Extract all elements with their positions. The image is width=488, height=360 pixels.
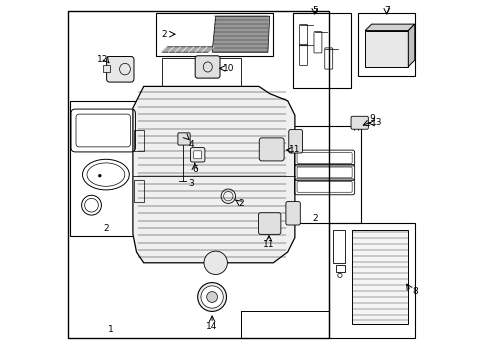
Text: 3: 3 xyxy=(188,179,194,188)
Text: 6: 6 xyxy=(192,165,197,174)
Polygon shape xyxy=(365,24,414,31)
FancyBboxPatch shape xyxy=(193,151,201,159)
FancyBboxPatch shape xyxy=(258,213,280,234)
Text: 1: 1 xyxy=(108,325,114,334)
FancyBboxPatch shape xyxy=(195,56,220,78)
FancyBboxPatch shape xyxy=(259,138,284,161)
Polygon shape xyxy=(162,47,213,52)
Polygon shape xyxy=(407,24,414,67)
Text: 14: 14 xyxy=(206,322,217,331)
Polygon shape xyxy=(365,31,407,67)
Text: 11: 11 xyxy=(263,240,274,249)
Ellipse shape xyxy=(203,251,227,275)
Polygon shape xyxy=(212,16,269,52)
FancyBboxPatch shape xyxy=(350,116,367,129)
Text: 7: 7 xyxy=(383,6,389,15)
Text: 9: 9 xyxy=(368,114,374,122)
FancyBboxPatch shape xyxy=(285,202,300,225)
Text: 2: 2 xyxy=(161,30,166,39)
Ellipse shape xyxy=(201,286,223,308)
FancyBboxPatch shape xyxy=(178,133,190,145)
Text: 2: 2 xyxy=(311,215,317,223)
Text: 8: 8 xyxy=(411,287,417,296)
Text: 4: 4 xyxy=(188,140,194,149)
Text: 10: 10 xyxy=(222,64,234,73)
Ellipse shape xyxy=(197,283,226,311)
Polygon shape xyxy=(103,65,109,72)
Text: 2: 2 xyxy=(103,224,108,233)
Text: 13: 13 xyxy=(370,118,382,127)
Polygon shape xyxy=(133,86,294,263)
Polygon shape xyxy=(352,230,407,324)
FancyBboxPatch shape xyxy=(190,148,204,162)
Ellipse shape xyxy=(206,292,217,302)
FancyBboxPatch shape xyxy=(106,57,134,82)
Ellipse shape xyxy=(98,174,101,177)
Text: 12: 12 xyxy=(97,55,108,64)
Text: 2: 2 xyxy=(238,199,243,208)
FancyBboxPatch shape xyxy=(288,130,302,153)
Text: 5: 5 xyxy=(311,6,317,15)
Text: 11: 11 xyxy=(288,145,300,154)
